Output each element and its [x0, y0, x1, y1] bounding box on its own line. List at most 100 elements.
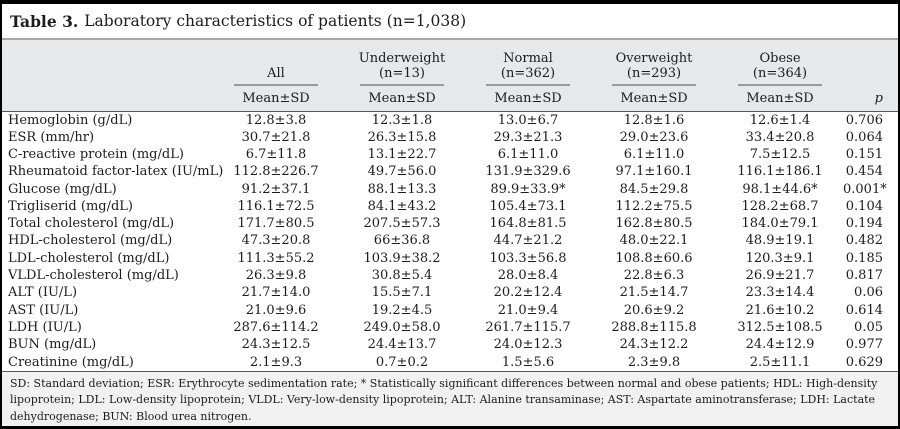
table-body: Hemoglobin (g/dL) 12.8±3.8 12.3±1.8 13.0…	[2, 111, 898, 371]
cell-underweight: 249.0±58.0	[363, 319, 441, 335]
table-row-ldh: LDH (IU/L) 287.6±114.2 249.0±58.0 261.7±…	[2, 319, 898, 336]
column-name: Normal	[503, 51, 553, 66]
cell-p-value: 0.194	[845, 216, 883, 232]
row-label: Glucose (mg/dL)	[8, 181, 117, 197]
column-header-obese: Obese (n=364)	[717, 38, 843, 86]
column-header-underweight: Underweight (n=13)	[339, 38, 465, 86]
row-label-header-spacer	[2, 38, 213, 86]
p-column-header: p	[843, 86, 898, 112]
cell-obese: 33.4±20.8	[745, 129, 815, 145]
cell-normal: 103.3±56.8	[489, 250, 567, 266]
table-row-ast: AST (IU/L) 21.0±9.6 19.2±4.5 21.0±9.4 20…	[2, 301, 898, 318]
table-title: Table 3. Laboratory characteristics of p…	[2, 4, 898, 38]
cell-overweight: 84.5±29.8	[619, 181, 689, 197]
cell-normal: 29.3±21.3	[493, 129, 563, 145]
cell-p-value: 0.614	[845, 302, 883, 318]
cell-all: 26.3±9.8	[245, 268, 307, 284]
lab-characteristics-table: All Underweight (n=13) Normal (n=362)	[2, 38, 898, 371]
row-label: Trigliserid (mg/dL)	[8, 198, 133, 214]
row-label: Hemoglobin (g/dL)	[8, 112, 133, 128]
column-underline	[612, 84, 696, 86]
table-number: Table 3.	[10, 11, 79, 31]
cell-normal: 1.5±5.6	[501, 354, 555, 370]
cell-obese: 116.1±186.1	[737, 164, 823, 180]
cell-normal: 20.2±12.4	[493, 285, 563, 301]
cell-obese: 2.5±11.1	[749, 354, 811, 370]
row-label: C-reactive protein (mg/dL)	[8, 146, 184, 162]
subheader-mean-sd: Mean±SD	[213, 86, 339, 112]
cell-underweight: 0.7±0.2	[375, 354, 429, 370]
cell-p-value: 0.185	[845, 250, 883, 266]
cell-overweight: 22.8±6.3	[623, 268, 685, 284]
table-footnote: SD: Standard deviation; ESR: Erythrocyte…	[2, 370, 898, 426]
cell-all: 21.7±14.0	[241, 285, 311, 301]
column-n: (n=362)	[500, 66, 556, 81]
table-row-crp: C-reactive protein (mg/dL) 6.7±11.8 13.1…	[2, 146, 898, 163]
row-label: VLDL-cholesterol (mg/dL)	[8, 268, 179, 284]
cell-p-value: 0.454	[845, 164, 883, 180]
cell-underweight: 26.3±15.8	[367, 129, 437, 145]
cell-p-value: 0.06	[854, 285, 883, 301]
column-name: Overweight	[615, 51, 693, 66]
cell-underweight: 30.8±5.4	[371, 268, 433, 284]
cell-normal: 164.8±81.5	[489, 216, 567, 232]
cell-all: 24.3±12.5	[241, 337, 311, 353]
cell-underweight: 24.4±13.7	[367, 337, 437, 353]
cell-obese: 24.4±12.9	[745, 337, 815, 353]
table-row-hemoglobin: Hemoglobin (g/dL) 12.8±3.8 12.3±1.8 13.0…	[2, 111, 898, 129]
cell-underweight: 103.9±38.2	[363, 250, 441, 266]
cell-p-value: 0.001*	[843, 181, 887, 197]
column-n: (n=13)	[379, 66, 425, 81]
row-label: HDL-cholesterol (mg/dL)	[8, 233, 173, 249]
cell-overweight: 6.1±11.0	[623, 146, 685, 162]
cell-p-value: 0.104	[845, 198, 883, 214]
cell-overweight: 112.2±75.5	[615, 198, 693, 214]
subheader-spacer	[2, 86, 213, 112]
cell-normal: 44.7±21.2	[493, 233, 563, 249]
cell-obese: 12.6±1.4	[749, 112, 811, 128]
column-name: Underweight	[358, 51, 446, 66]
row-label: ESR (mm/hr)	[8, 129, 95, 145]
column-underline	[234, 84, 318, 86]
row-label: ALT (IU/L)	[8, 285, 78, 301]
cell-underweight: 12.3±1.8	[371, 112, 433, 128]
cell-overweight: 2.3±9.8	[627, 354, 681, 370]
table-caption: Laboratory characteristics of patients (…	[84, 12, 467, 30]
table-row-total-cholesterol: Total cholesterol (mg/dL) 171.7±80.5 207…	[2, 215, 898, 232]
cell-obese: 312.5±108.5	[737, 319, 823, 335]
cell-p-value: 0.482	[845, 233, 883, 249]
p-column-spacer	[843, 38, 898, 86]
cell-all: 111.3±55.2	[237, 250, 315, 266]
column-name: All	[267, 66, 285, 81]
cell-underweight: 84.1±43.2	[367, 198, 437, 214]
cell-normal: 105.4±73.1	[489, 198, 567, 214]
cell-normal: 89.9±33.9*	[490, 181, 566, 197]
cell-underweight: 207.5±57.3	[363, 216, 441, 232]
row-label: Total cholesterol (mg/dL)	[8, 216, 175, 232]
cell-all: 171.7±80.5	[237, 216, 315, 232]
cell-obese: 128.2±68.7	[741, 198, 819, 214]
cell-overweight: 97.1±160.1	[615, 164, 693, 180]
cell-overweight: 108.8±60.6	[615, 250, 693, 266]
cell-obese: 7.5±12.5	[749, 146, 811, 162]
cell-overweight: 162.8±80.5	[615, 216, 693, 232]
cell-all: 12.8±3.8	[245, 112, 307, 128]
cell-underweight: 88.1±13.3	[367, 181, 437, 197]
column-header-all: All	[213, 38, 339, 86]
cell-normal: 24.0±12.3	[493, 337, 563, 353]
subheader-mean-sd: Mean±SD	[717, 86, 843, 112]
cell-all: 116.1±72.5	[237, 198, 315, 214]
cell-overweight: 20.6±9.2	[623, 302, 685, 318]
cell-overweight: 48.0±22.1	[619, 233, 689, 249]
subheader-mean-sd: Mean±SD	[339, 86, 465, 112]
cell-p-value: 0.151	[845, 146, 883, 162]
row-label: Rheumatoid factor-latex (IU/mL)	[8, 164, 224, 180]
cell-obese: 26.9±21.7	[745, 268, 815, 284]
cell-all: 287.6±114.2	[233, 319, 319, 335]
cell-normal: 21.0±9.4	[497, 302, 559, 318]
cell-underweight: 19.2±4.5	[371, 302, 433, 318]
row-label: Creatinine (mg/dL)	[8, 354, 134, 370]
table-row-esr: ESR (mm/hr) 30.7±21.8 26.3±15.8 29.3±21.…	[2, 129, 898, 146]
cell-p-value: 0.064	[845, 129, 883, 145]
